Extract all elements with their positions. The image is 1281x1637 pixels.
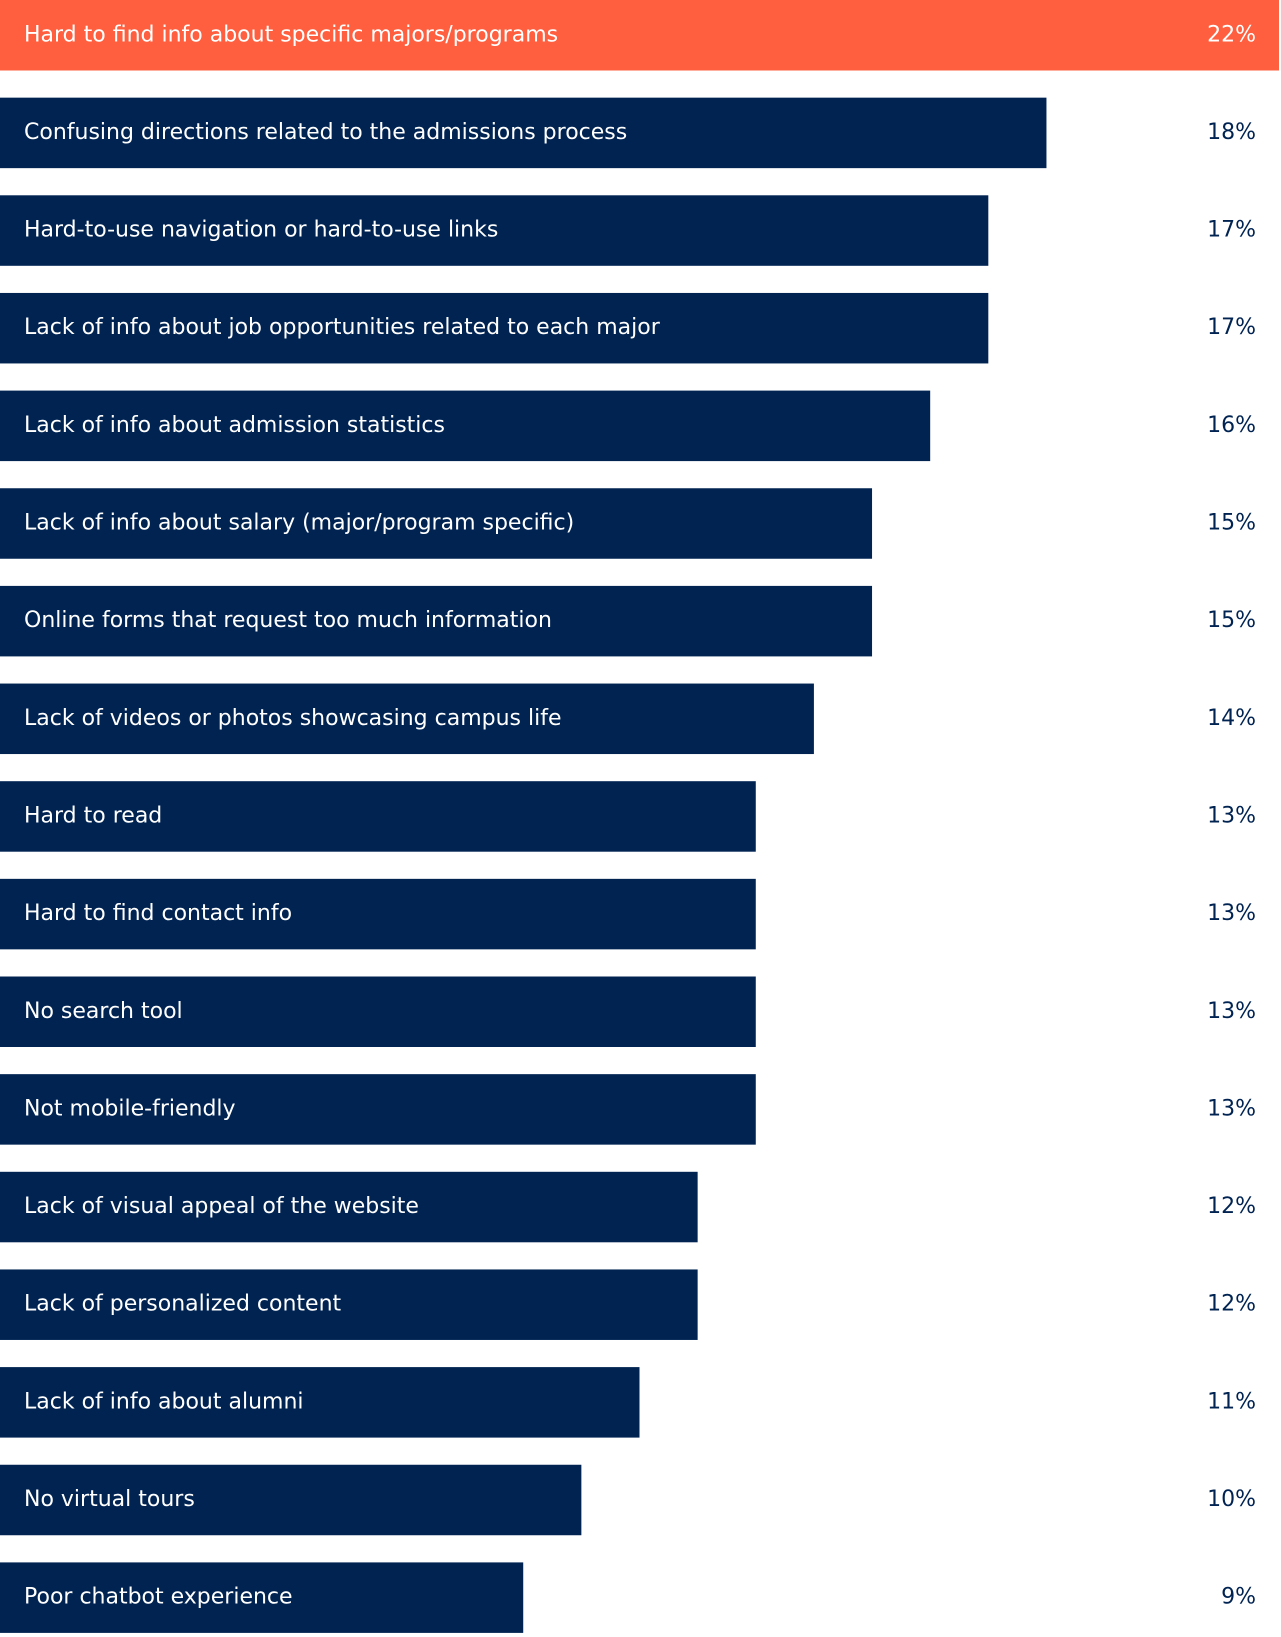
value-label: 15% [1207,511,1256,536]
bar [0,878,756,950]
value-label: 10% [1207,1487,1256,1512]
bar [0,976,756,1047]
bar [0,0,1279,71]
value-label: 14% [1207,706,1256,731]
value-label: 9% [1221,1585,1256,1610]
bar [0,781,756,852]
bar [0,683,814,755]
value-label: 17% [1207,218,1256,243]
bar [0,97,1047,169]
category-label: Hard to read [24,803,162,828]
value-label: 12% [1207,1292,1256,1317]
bar [0,1269,698,1340]
bar [0,390,931,462]
bar [0,292,989,364]
value-label: 16% [1207,413,1256,438]
value-label: 12% [1207,1194,1256,1219]
category-label: No virtual tours [24,1487,195,1512]
category-label: Poor chatbot experience [24,1585,293,1610]
bar [0,195,989,266]
value-label: 17% [1207,315,1256,340]
bar [0,1367,640,1438]
value-label: 13% [1207,901,1256,926]
category-label: Hard to find info about specific majors/… [24,22,558,47]
value-label: 22% [1207,22,1256,47]
value-label: 13% [1207,999,1256,1024]
category-label: No search tool [24,999,183,1024]
value-label: 13% [1207,803,1256,828]
category-label: Online forms that request too much infor… [24,608,552,633]
bar [0,585,873,657]
bar [0,1464,582,1536]
category-label: Confusing directions related to the admi… [24,120,627,145]
bar [0,1171,698,1243]
bar [0,1562,524,1633]
category-label: Hard to find contact info [24,901,292,926]
bar [0,488,873,559]
value-label: 18% [1207,120,1256,145]
category-label: Lack of videos or photos showcasing camp… [24,706,562,731]
category-label: Lack of personalized content [24,1292,342,1317]
category-label: Lack of info about admission statistics [24,413,445,438]
category-label: Lack of info about salary (major/program… [24,511,574,536]
value-label: 11% [1207,1389,1256,1414]
category-label: Lack of info about job opportunities rel… [24,315,661,340]
category-label: Lack of info about alumni [24,1389,304,1414]
category-label: Lack of visual appeal of the website [24,1194,419,1219]
category-label: Hard-to-use navigation or hard-to-use li… [24,218,498,243]
bar [0,1074,756,1145]
value-label: 15% [1207,608,1256,633]
category-label: Not mobile-friendly [24,1096,236,1121]
value-label: 13% [1207,1096,1256,1121]
